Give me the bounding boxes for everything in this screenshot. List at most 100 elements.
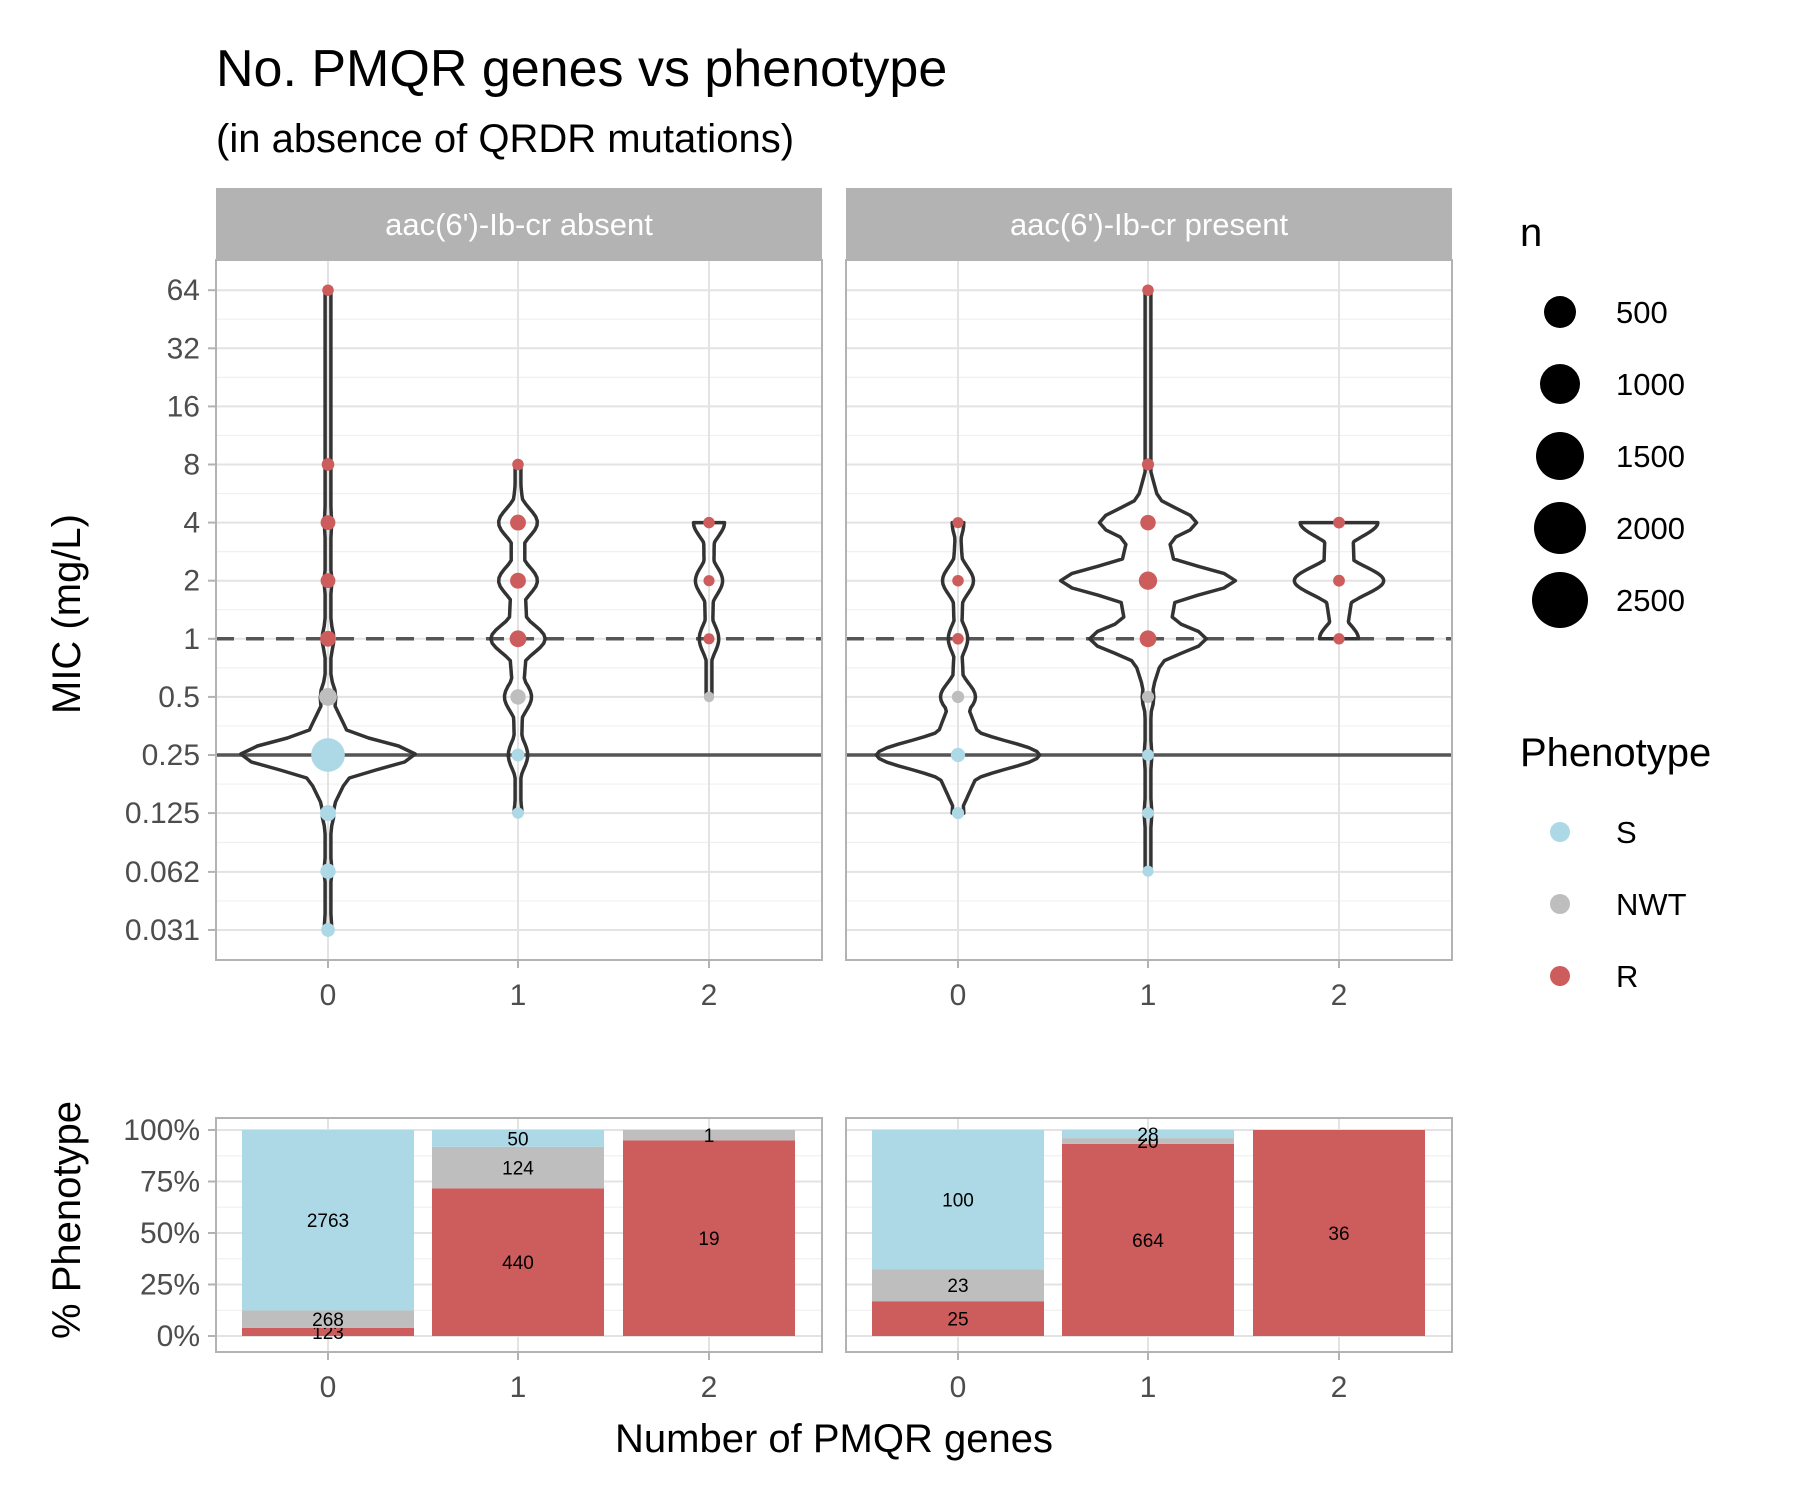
x-tick-label: 1 (510, 979, 527, 1012)
size-legend-key (1540, 364, 1580, 404)
point-R-x2 (703, 575, 715, 587)
point-S-x0 (321, 923, 335, 937)
color-legend-key-S (1550, 822, 1570, 842)
size-legend-label: 1500 (1616, 439, 1685, 474)
violin-2 (1292, 520, 1386, 641)
size-legend-label: 2000 (1616, 511, 1685, 546)
color-legend-label: NWT (1616, 887, 1687, 922)
x-tick-label: 2 (701, 1371, 718, 1404)
bar-segment-R (623, 1140, 795, 1336)
x-tick-label: 0 (950, 1371, 967, 1404)
bar-value-label-NWT: 268 (312, 1310, 344, 1331)
bar-value-label-R: 123 (312, 1323, 344, 1344)
x-axis-title: Number of PMQR genes (615, 1417, 1053, 1461)
point-R-x0 (322, 284, 334, 296)
bar-segment-NWT (872, 1269, 1044, 1302)
x-tick-label: 0 (950, 979, 967, 1012)
bar-value-label-S: 100 (942, 1191, 974, 1212)
y-tick-label: 0.031 (125, 914, 200, 947)
y-tick-label: 32 (167, 332, 200, 365)
point-R-x1 (509, 630, 527, 648)
point-S-x0 (950, 747, 966, 763)
bar-value-label-NWT: 23 (947, 1276, 968, 1297)
bar-value-label-R: 25 (947, 1310, 968, 1331)
size-legend-key (1536, 432, 1584, 480)
point-R-x0 (320, 573, 336, 589)
point-R-x0 (952, 633, 964, 645)
point-NWT-x1 (1141, 690, 1155, 703)
x-tick-label: 2 (1331, 979, 1348, 1012)
y-tick-label: 0.5 (158, 681, 200, 714)
color-legend-key-NWT (1550, 894, 1570, 914)
point-R-x0 (952, 574, 964, 587)
y-tick-label: 1 (183, 623, 200, 656)
point-R-x0 (321, 458, 335, 471)
x-tick-label: 2 (701, 979, 718, 1012)
point-R-x2 (1333, 516, 1345, 529)
point-R-x2 (1333, 574, 1345, 587)
point-R-x2 (703, 633, 715, 645)
y-tick-label: 4 (183, 507, 200, 540)
color-legend-key-R (1550, 966, 1570, 986)
x-tick-label: 0 (320, 1371, 337, 1404)
size-legend-title: n (1520, 211, 1542, 255)
bar-segment-S (872, 1130, 1044, 1270)
point-R-x0 (320, 630, 336, 647)
facet-strip-label: aac(6')-Ib-cr absent (385, 207, 653, 242)
bar-segment-NWT (432, 1146, 604, 1189)
violin-0 (874, 520, 1042, 815)
y-tick-label: 0% (157, 1320, 200, 1353)
y-tick-label: 0.125 (125, 797, 200, 830)
size-legend-key (1534, 502, 1586, 554)
y-tick-label: 0.25 (142, 739, 200, 772)
point-R-x1 (510, 514, 526, 531)
size-legend-key (1544, 296, 1576, 328)
bar-value-label-NWT: 1 (704, 1126, 715, 1147)
size-legend-key (1532, 572, 1588, 628)
bar-segment-R (432, 1188, 604, 1336)
bar-segment-NWT (623, 1130, 795, 1141)
bar-segment-R (872, 1301, 1044, 1336)
x-tick-label: 1 (1140, 1371, 1157, 1404)
facet-strip (216, 188, 822, 260)
bar-segment-S (1062, 1130, 1234, 1139)
color-legend-title: Phenotype (1520, 731, 1711, 775)
bar-segment-R (1062, 1143, 1234, 1336)
point-NWT-x0 (951, 690, 965, 704)
legend: n 500 1000 1500 2000 2500 Phenotype S NWT R (1520, 211, 1711, 994)
point-R-x0 (320, 515, 336, 530)
x-tick-label: 2 (1331, 1371, 1348, 1404)
bar-segment-R (1253, 1130, 1425, 1336)
point-S-x0 (320, 863, 336, 879)
point-S-x1 (512, 807, 524, 819)
color-legend-label: S (1616, 815, 1637, 850)
point-S-x1 (1142, 807, 1154, 819)
size-legend-label: 2500 (1616, 583, 1685, 618)
bar-value-label-S: 28 (1137, 1125, 1158, 1146)
point-NWT-x1 (510, 689, 526, 705)
point-R-x2 (703, 516, 715, 529)
point-S-x1 (1142, 749, 1154, 761)
y-tick-label: 8 (183, 449, 200, 482)
y-tick-label: 25% (140, 1269, 200, 1302)
bar-segment-S (242, 1130, 414, 1311)
point-S-x1 (1142, 865, 1154, 877)
bar-value-label-R: 440 (502, 1253, 534, 1274)
bar-value-label-S: 2763 (307, 1211, 349, 1232)
y-tick-label: 100% (123, 1114, 200, 1147)
x-tick-label: 1 (1140, 979, 1157, 1012)
facet-panel-0: aac(6')-Ib-cr absent 0 1 2 (215, 188, 823, 1012)
point-R-x1 (1140, 514, 1156, 531)
bar-value-label-NWT: 124 (502, 1159, 534, 1180)
top-y-axis-title: MIC (mg/L) (45, 514, 89, 714)
bar-segment-NWT (1062, 1138, 1234, 1144)
point-S-x1 (511, 748, 525, 762)
y-tick-label: 2 (183, 565, 200, 598)
facet-panel-1: aac(6')-Ib-cr present 0 1 2 (845, 188, 1453, 1012)
point-R-x1 (1138, 571, 1158, 590)
point-NWT-x0 (319, 687, 337, 706)
